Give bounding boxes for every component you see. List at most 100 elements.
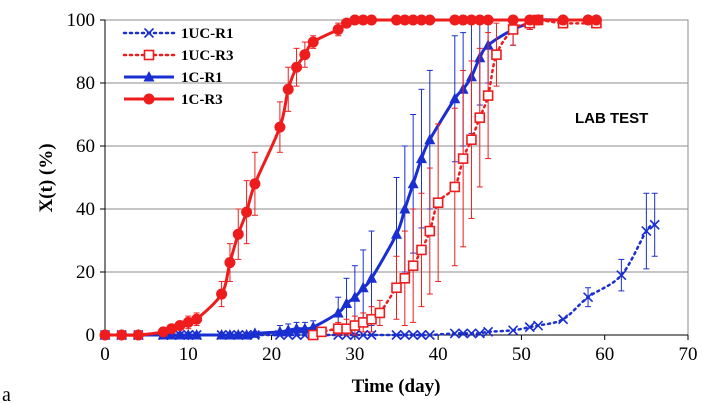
x-axis-title: Time (day) xyxy=(352,376,441,397)
data-point-1c-r3 xyxy=(415,14,427,26)
data-point-1c-r3 xyxy=(524,14,536,26)
data-point-1c-r1 xyxy=(241,329,253,340)
data-point-1c-r3 xyxy=(366,14,378,26)
data-point-1c-r1 xyxy=(216,329,228,340)
panel-label: a xyxy=(2,384,11,403)
y-axis-title: X(t) (%) xyxy=(36,143,57,212)
data-point-1uc-r1 xyxy=(558,314,569,325)
legend-label: 1UC-R3 xyxy=(181,48,234,64)
data-point-1uc-r3 xyxy=(374,307,386,319)
data-point-1uc-r3 xyxy=(366,313,377,325)
legend-item-1uc-r3: 1UC-R3 xyxy=(122,48,234,64)
data-point-1uc-r1 xyxy=(533,320,544,331)
data-point-1uc-r1 xyxy=(391,329,402,341)
data-point-1uc-r3 xyxy=(432,197,444,208)
x-tick-label: 10 xyxy=(179,344,198,365)
data-point-1uc-r1 xyxy=(424,329,435,341)
data-point-1uc-r1 xyxy=(474,328,485,339)
data-point-1c-r1 xyxy=(166,329,178,340)
legend-label: 1C-R1 xyxy=(181,70,223,86)
data-point-1c-r3 xyxy=(341,17,353,29)
series-group xyxy=(99,14,660,341)
data-point-1c-r1 xyxy=(449,92,461,104)
data-point-1c-r3 xyxy=(532,14,544,26)
data-point-1uc-r1 xyxy=(641,225,652,237)
data-point-1uc-r3 xyxy=(482,90,494,101)
data-point-1c-r3 xyxy=(157,326,169,338)
marker-stroke xyxy=(524,322,535,333)
data-point-1uc-r1 xyxy=(399,329,410,341)
marker-stroke xyxy=(424,329,435,341)
data-point-1uc-r3 xyxy=(316,326,327,338)
series-line-1uc-r1 xyxy=(103,223,656,337)
y-tick-label: 40 xyxy=(76,199,95,220)
legend-label: 1C-R3 xyxy=(181,92,223,108)
data-point-1c-r1 xyxy=(249,327,261,338)
series-line-1c-r1 xyxy=(105,18,597,337)
data-point-1c-r1 xyxy=(341,297,353,308)
marker-stroke xyxy=(416,329,427,341)
data-point-1uc-r1 xyxy=(408,329,419,341)
data-point-1c-r1 xyxy=(424,133,436,145)
x-tick-label: 60 xyxy=(595,344,614,365)
series-line-1c-r3 xyxy=(105,18,597,337)
data-point-1uc-r3 xyxy=(449,181,461,193)
data-point-1c-r3 xyxy=(99,329,111,341)
marker-stroke xyxy=(616,270,627,281)
data-point-1c-r3 xyxy=(465,14,477,26)
data-point-1uc-r3 xyxy=(416,244,427,256)
data-point-1c-r3 xyxy=(299,49,311,61)
data-point-1c-r3 xyxy=(449,14,461,26)
data-point-1uc-r1 xyxy=(649,219,660,230)
data-point-1uc-r1 xyxy=(416,329,427,341)
marker-stroke xyxy=(399,329,410,341)
lab-test-annotation: LAB TEST xyxy=(575,110,648,127)
marker-stroke xyxy=(458,328,469,339)
legend-item-1uc-r1: 1UC-R1 xyxy=(122,26,234,42)
data-point-1c-r3 xyxy=(249,178,261,190)
legend: 1UC-R1 1UC-R3 1C-R1 1C-R3 xyxy=(122,26,234,108)
data-point-1c-r1 xyxy=(174,329,186,340)
marker-stroke xyxy=(533,320,544,331)
data-point-1uc-r3 xyxy=(466,134,477,145)
legend-marker xyxy=(143,27,155,39)
x-tick-label: 20 xyxy=(262,344,281,365)
data-point-1c-r3 xyxy=(174,320,186,332)
data-point-1c-r3 xyxy=(391,14,402,26)
data-point-1c-r3 xyxy=(357,14,369,26)
data-point-1c-r3 xyxy=(474,14,486,26)
data-point-1c-r3 xyxy=(424,14,436,26)
marker-stroke xyxy=(641,225,652,237)
data-point-1c-r3 xyxy=(307,36,319,48)
data-point-1c-r3 xyxy=(457,14,469,26)
legend-marker xyxy=(143,93,155,105)
data-point-1uc-r1 xyxy=(616,270,627,281)
data-point-1c-r3 xyxy=(482,14,494,26)
data-point-1c-r1 xyxy=(191,329,203,340)
marker-stroke xyxy=(508,325,519,336)
data-point-1uc-r1 xyxy=(582,292,594,303)
data-point-1uc-r3 xyxy=(491,49,502,60)
x-tick-label: 70 xyxy=(679,344,698,365)
legend-item-1c-r1: 1C-R1 xyxy=(124,70,223,86)
marker-stroke xyxy=(582,292,594,303)
data-point-1c-r3 xyxy=(232,228,244,240)
data-point-1uc-r3 xyxy=(407,260,419,272)
data-point-1uc-r1 xyxy=(449,328,460,339)
x-tick-label: 40 xyxy=(429,344,448,365)
data-point-1c-r3 xyxy=(332,23,344,35)
data-point-1c-r1 xyxy=(332,306,344,318)
marker-stroke xyxy=(483,326,494,337)
data-point-1c-r3 xyxy=(216,288,228,300)
data-point-1c-r1 xyxy=(282,324,294,335)
data-point-1uc-r3 xyxy=(457,153,469,164)
data-point-1uc-r3 xyxy=(424,225,436,237)
data-point-1c-r3 xyxy=(166,323,178,335)
data-point-1uc-r1 xyxy=(466,328,477,339)
marker-stroke xyxy=(391,329,402,341)
marker-stroke xyxy=(143,27,155,39)
data-point-1c-r1 xyxy=(415,152,427,164)
data-point-1c-r3 xyxy=(274,121,286,133)
data-point-1c-r3 xyxy=(582,14,594,26)
data-point-1uc-r1 xyxy=(458,328,469,339)
